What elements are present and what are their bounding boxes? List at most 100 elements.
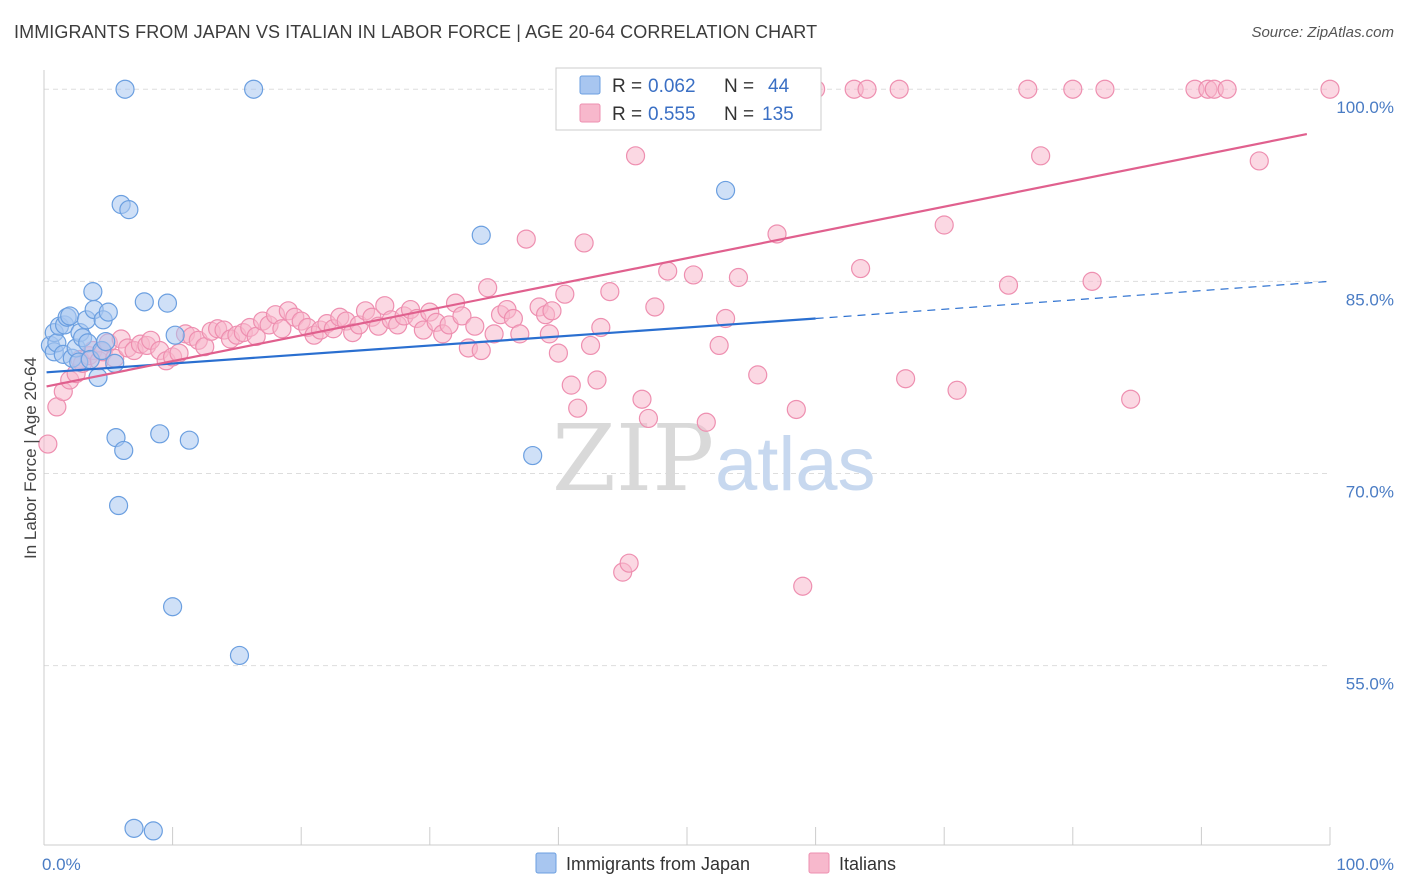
italian-point <box>632 389 652 409</box>
japan-point <box>115 79 135 99</box>
japan-point <box>114 440 134 461</box>
y-tick-labels: 55.0% 70.0% 85.0% 100.0% <box>1336 98 1394 693</box>
italian-point <box>896 369 916 389</box>
italian-point <box>1121 389 1141 409</box>
japan-point <box>124 818 144 838</box>
italian-point <box>452 306 472 326</box>
italian-point <box>539 324 559 344</box>
japan-point <box>60 306 80 326</box>
legend-swatch-italians <box>579 103 601 123</box>
italian-point <box>484 324 504 344</box>
italian-point <box>715 308 736 329</box>
italian-point <box>542 301 562 321</box>
y-tick-label: 85.0% <box>1346 290 1394 309</box>
japan-point <box>163 597 183 617</box>
italian-point <box>645 297 665 317</box>
legend-n-value-italians: 135 <box>762 104 794 125</box>
series-legend-label-italians: Italians <box>839 854 896 874</box>
legend-r-label-italians: R = <box>612 104 642 125</box>
japan-point <box>244 79 264 99</box>
italian-point <box>793 576 813 596</box>
japan-point <box>98 302 118 322</box>
japan-point <box>143 821 163 841</box>
italian-point <box>471 340 491 361</box>
legend-r-label-japan: R = <box>612 76 642 97</box>
italian-point <box>555 284 575 304</box>
series-legend-swatch-japan <box>535 852 557 874</box>
japan-point <box>179 430 199 450</box>
watermark-zip: ZIP <box>552 405 714 512</box>
italian-point <box>1082 271 1102 291</box>
watermark: ZIP atlas <box>552 405 876 512</box>
japan-points <box>40 79 736 841</box>
italian-point <box>1249 151 1269 171</box>
italian-point <box>889 79 909 99</box>
y-tick-label: 100.0% <box>1336 98 1394 117</box>
italian-point <box>478 278 498 298</box>
japan-trend-extension <box>815 280 1331 320</box>
italian-point <box>683 265 704 285</box>
japan-point <box>229 645 250 666</box>
italian-point <box>600 282 620 302</box>
legend-r-value-italians: 0.555 <box>648 104 696 125</box>
japan-point <box>165 325 185 345</box>
italian-point <box>465 316 485 336</box>
italian-point <box>857 79 877 99</box>
italian-point <box>1031 146 1051 166</box>
legend-n-label-italians: N = <box>724 104 754 125</box>
y-tick-label: 55.0% <box>1346 675 1394 694</box>
trend-lines <box>46 132 1331 388</box>
legend-n-value-japan: 44 <box>768 76 790 97</box>
italian-point <box>1320 79 1340 99</box>
japan-point <box>108 495 129 516</box>
correlation-legend: R = 0.062 N = 44 R = 0.555 N = 135 <box>555 67 822 131</box>
source-label: Source: ZipAtlas.com <box>1251 24 1394 41</box>
italian-point <box>625 146 646 166</box>
italian-point <box>591 317 611 338</box>
italian-point <box>728 267 749 288</box>
series-legend-swatch-italians <box>808 852 830 874</box>
japan-point <box>134 292 154 312</box>
italian-point <box>1095 79 1115 99</box>
japan-point <box>523 445 543 466</box>
japan-point <box>96 331 116 352</box>
italian-point <box>998 275 1019 295</box>
italian-point <box>786 399 806 420</box>
japan-point <box>119 200 139 220</box>
japan-trend-line <box>46 317 816 374</box>
italian-point <box>587 370 607 390</box>
italian-point <box>658 261 678 281</box>
legend-n-label-japan: N = <box>724 76 754 97</box>
x-tick-label-max: 100.0% <box>1336 855 1394 874</box>
italian-point <box>709 335 729 356</box>
italian-point <box>568 398 588 418</box>
italian-point <box>548 343 569 363</box>
x-ticks <box>172 827 1331 845</box>
legend-swatch-japan <box>579 75 601 95</box>
japan-point <box>157 293 178 313</box>
italian-point <box>561 375 581 395</box>
japan-point <box>715 180 736 201</box>
italians-points <box>38 79 1340 596</box>
y-tick-label: 70.0% <box>1346 483 1394 502</box>
italian-point <box>516 229 536 249</box>
japan-point <box>471 225 491 245</box>
italian-point <box>574 233 594 253</box>
chart-title: IMMIGRANTS FROM JAPAN VS ITALIAN IN LABO… <box>14 22 818 42</box>
italian-point <box>851 258 871 279</box>
gridlines <box>44 88 1330 667</box>
series-legend: Immigrants from Japan Italians <box>535 852 896 874</box>
italian-point <box>934 215 954 235</box>
x-tick-label-min: 0.0% <box>42 855 81 874</box>
legend-r-value-japan: 0.062 <box>648 76 696 97</box>
italian-point <box>748 365 768 385</box>
series-legend-label-japan: Immigrants from Japan <box>566 854 750 874</box>
italian-point <box>38 434 58 454</box>
italian-point <box>272 319 292 339</box>
japan-point <box>83 282 103 302</box>
italian-point <box>947 380 967 400</box>
watermark-atlas: atlas <box>715 422 876 507</box>
italian-point <box>1217 79 1237 99</box>
y-axis-label: In Labor Force | Age 20-64 <box>21 357 40 559</box>
